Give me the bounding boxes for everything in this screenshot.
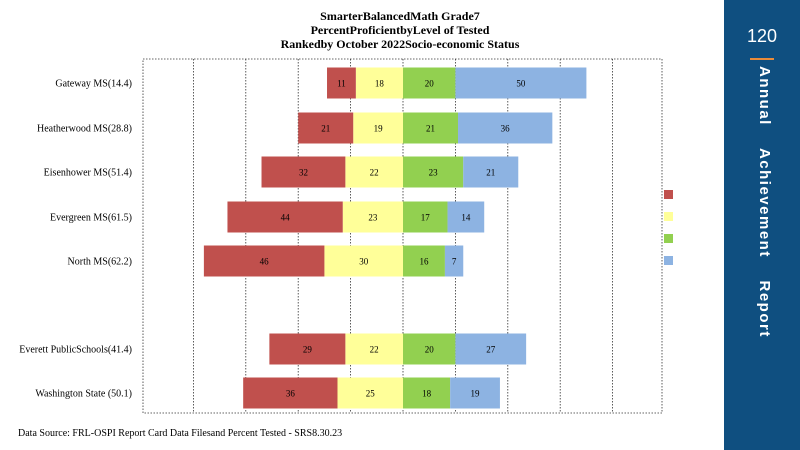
bar-segment xyxy=(243,377,338,409)
legend-item xyxy=(664,188,700,210)
page-number: 120 xyxy=(746,26,778,46)
data-label: 36 xyxy=(501,124,511,134)
bar-segment xyxy=(403,156,464,188)
legend-swatch xyxy=(664,234,673,243)
data-label: 20 xyxy=(425,345,435,355)
data-label: 21 xyxy=(321,124,330,134)
bar-segment xyxy=(342,201,403,233)
data-label: 32 xyxy=(299,168,308,178)
data-label: 19 xyxy=(471,389,481,399)
data-label: 18 xyxy=(422,389,432,399)
category-label: North MS(62.2) xyxy=(68,257,132,268)
bar-segment xyxy=(458,112,553,144)
bar-segment xyxy=(327,67,356,99)
chart-title-line-2: PercentProficientbyLevel of Tested xyxy=(310,23,490,37)
bar-segment xyxy=(269,333,346,365)
bar-segment xyxy=(444,245,464,277)
data-label: 44 xyxy=(281,213,291,223)
data-label: 22 xyxy=(370,168,379,178)
data-label: 14 xyxy=(461,213,471,223)
bar-segment xyxy=(324,245,403,277)
category-label: Gateway MS(14.4) xyxy=(55,79,132,90)
bar-segment xyxy=(345,156,403,188)
bar-segment xyxy=(337,377,403,409)
bar-segment xyxy=(450,377,500,409)
bar-segment xyxy=(353,112,403,144)
data-label: 7 xyxy=(452,257,457,267)
bar-segment xyxy=(227,201,343,233)
bar-segment xyxy=(403,112,459,144)
page-number-underline xyxy=(750,58,774,60)
data-label: 16 xyxy=(419,257,429,267)
legend-swatch xyxy=(664,212,673,221)
bar-segment xyxy=(403,377,451,409)
chart-title-line-1: SmarterBalancedMath Grade7 xyxy=(320,9,480,23)
bar-segment xyxy=(455,333,527,365)
data-label: 21 xyxy=(426,124,435,134)
data-label: 23 xyxy=(429,168,439,178)
bar-segment xyxy=(261,156,346,188)
data-label: 21 xyxy=(486,168,495,178)
data-source-note: Data Source: FRL-OSPI Report Card Data F… xyxy=(18,428,343,439)
bar-segment xyxy=(203,245,325,277)
data-label: 29 xyxy=(303,345,313,355)
bar-segment xyxy=(355,67,403,99)
data-label: 20 xyxy=(425,79,435,89)
legend-item xyxy=(664,210,700,232)
data-label: 17 xyxy=(421,213,431,223)
data-label: 22 xyxy=(370,345,379,355)
bar-segment xyxy=(403,245,445,277)
category-label: Everett PublicSchools(41.4) xyxy=(19,345,132,356)
chart-legend xyxy=(664,188,700,276)
data-label: 11 xyxy=(337,79,346,89)
data-label: 27 xyxy=(486,345,496,355)
bar-segment xyxy=(345,333,403,365)
data-label: 25 xyxy=(366,389,376,399)
bar-segment xyxy=(447,201,485,233)
data-label: 36 xyxy=(286,389,296,399)
bar-segment xyxy=(463,156,519,188)
category-label: Washington State (50.1) xyxy=(35,389,132,400)
legend-swatch xyxy=(664,256,673,265)
bar-segment xyxy=(403,201,448,233)
data-label: 50 xyxy=(516,79,526,89)
bar-segment xyxy=(403,67,456,99)
bar-segment xyxy=(455,67,587,99)
plot-frame xyxy=(142,58,663,414)
legend-swatch xyxy=(664,190,673,199)
legend-item xyxy=(664,232,700,254)
report-title: Annual Achievement Report xyxy=(756,66,773,338)
data-label: 23 xyxy=(368,213,378,223)
chart-title-line-3: Rankedby October 2022Socio-economic Stat… xyxy=(280,37,520,51)
category-label: Eisenhower MS(51.4) xyxy=(44,168,132,179)
category-label: Evergreen MS(61.5) xyxy=(50,213,132,224)
stacked-bar-chart: Gateway MS(14.4) 18 11 20 50 Heatherwood MS(2… xyxy=(19,58,663,414)
bar-segment xyxy=(298,112,354,144)
category-label: Heatherwood MS(28.8) xyxy=(37,124,132,135)
bar-segment xyxy=(403,333,456,365)
data-label: 19 xyxy=(374,124,384,134)
sidebar: 120 Annual Achievement Report xyxy=(724,0,800,450)
data-label: 30 xyxy=(359,257,369,267)
legend-item xyxy=(664,254,700,276)
data-label: 46 xyxy=(260,257,270,267)
data-label: 18 xyxy=(375,79,385,89)
